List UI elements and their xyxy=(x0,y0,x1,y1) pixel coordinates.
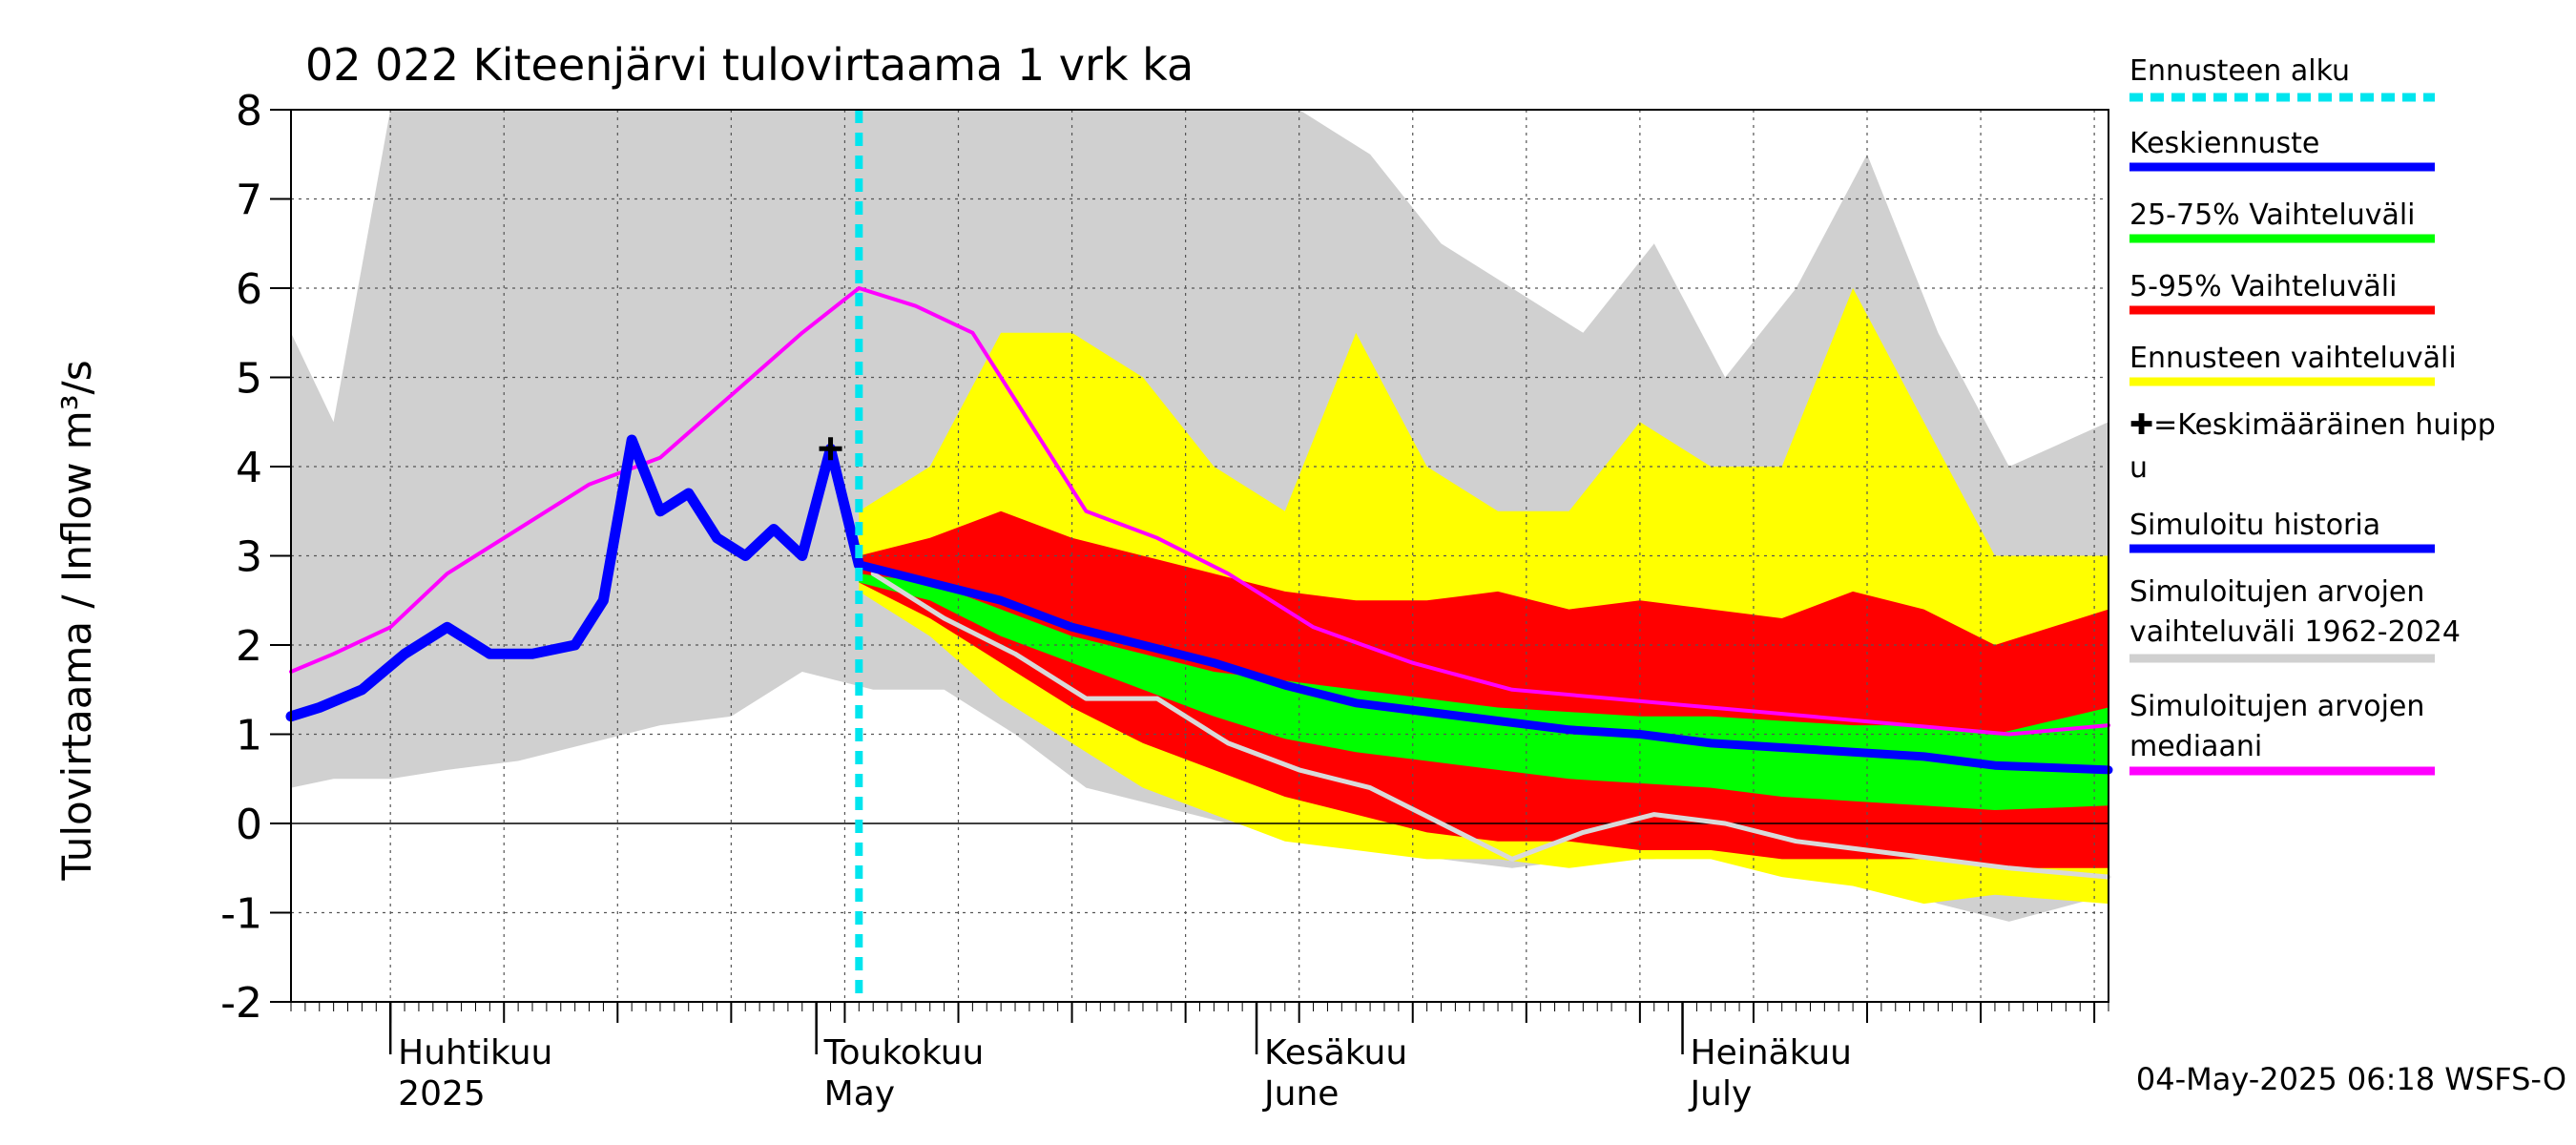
legend-label: 5-95% Vaihteluväli xyxy=(2129,270,2397,303)
y-tick-label: 2 xyxy=(236,622,262,671)
month-label-fi: Toukokuu xyxy=(823,1033,985,1072)
legend-label: Simuloitujen arvojen xyxy=(2129,575,2424,609)
y-tick-label: 5 xyxy=(236,355,262,404)
month-label-fi: Huhtikuu xyxy=(398,1033,552,1072)
y-tick-label: -2 xyxy=(220,979,262,1028)
month-label-en: 2025 xyxy=(398,1074,486,1114)
legend-label: Ennusteen vaihteluväli xyxy=(2129,342,2457,375)
y-tick-label: 6 xyxy=(236,265,262,314)
legend-label: ✚=Keskimääräinen huipp xyxy=(2129,408,2496,442)
chart-title: 02 022 Kiteenjärvi tulovirtaama 1 vrk ka xyxy=(305,39,1194,91)
simulated-history-line xyxy=(285,434,864,722)
y-tick-label: 8 xyxy=(236,87,262,135)
plot-fills xyxy=(291,110,2109,922)
y-axis-label: Tulovirtaama / Inflow m³/s xyxy=(53,360,100,881)
median-forecast-line xyxy=(854,560,2113,775)
plot-lines xyxy=(285,110,2113,1002)
legend: Ennusteen alku Keskiennuste 25-75% Vaihtel… xyxy=(2129,54,2496,776)
month-label-fi: Heinäkuu xyxy=(1691,1033,1852,1072)
legend-label: Simuloitu historia xyxy=(2129,509,2380,542)
y-tick-label: 3 xyxy=(236,533,262,582)
legend-label: u xyxy=(2129,451,2148,485)
plot-text: 02 022 Kiteenjärvi tulovirtaama 1 vrk ka… xyxy=(53,39,2566,1114)
legend-label: Simuloitujen arvojen xyxy=(2129,690,2424,723)
historical-simulation-line xyxy=(870,571,2111,880)
y-tick-label: 7 xyxy=(236,177,262,225)
mean-peak-marker xyxy=(819,437,842,461)
historical-median-line xyxy=(289,286,2110,737)
plot-axes xyxy=(270,109,2109,1054)
legend-label: mediaani xyxy=(2129,730,2262,763)
month-label-en: May xyxy=(824,1074,895,1114)
legend-label: Keskiennuste xyxy=(2129,127,2319,160)
y-tick-label: -1 xyxy=(220,890,262,939)
legend-label: Ennusteen alku xyxy=(2129,54,2350,88)
legend-label: vaihteluväli 1962-2024 xyxy=(2129,615,2461,649)
legend-label: 25-75% Vaihteluväli xyxy=(2129,198,2416,232)
y-tick-label: 1 xyxy=(236,712,262,760)
y-tick-label: 0 xyxy=(236,801,262,849)
month-label-fi: Kesäkuu xyxy=(1264,1033,1407,1072)
timestamp: 04-May-2025 06:18 WSFS-O xyxy=(2136,1061,2566,1097)
y-tick-label: 4 xyxy=(236,444,262,492)
month-label-en: June xyxy=(1262,1074,1339,1114)
plot-grid xyxy=(291,110,2109,1002)
month-label-en: July xyxy=(1689,1074,1753,1114)
